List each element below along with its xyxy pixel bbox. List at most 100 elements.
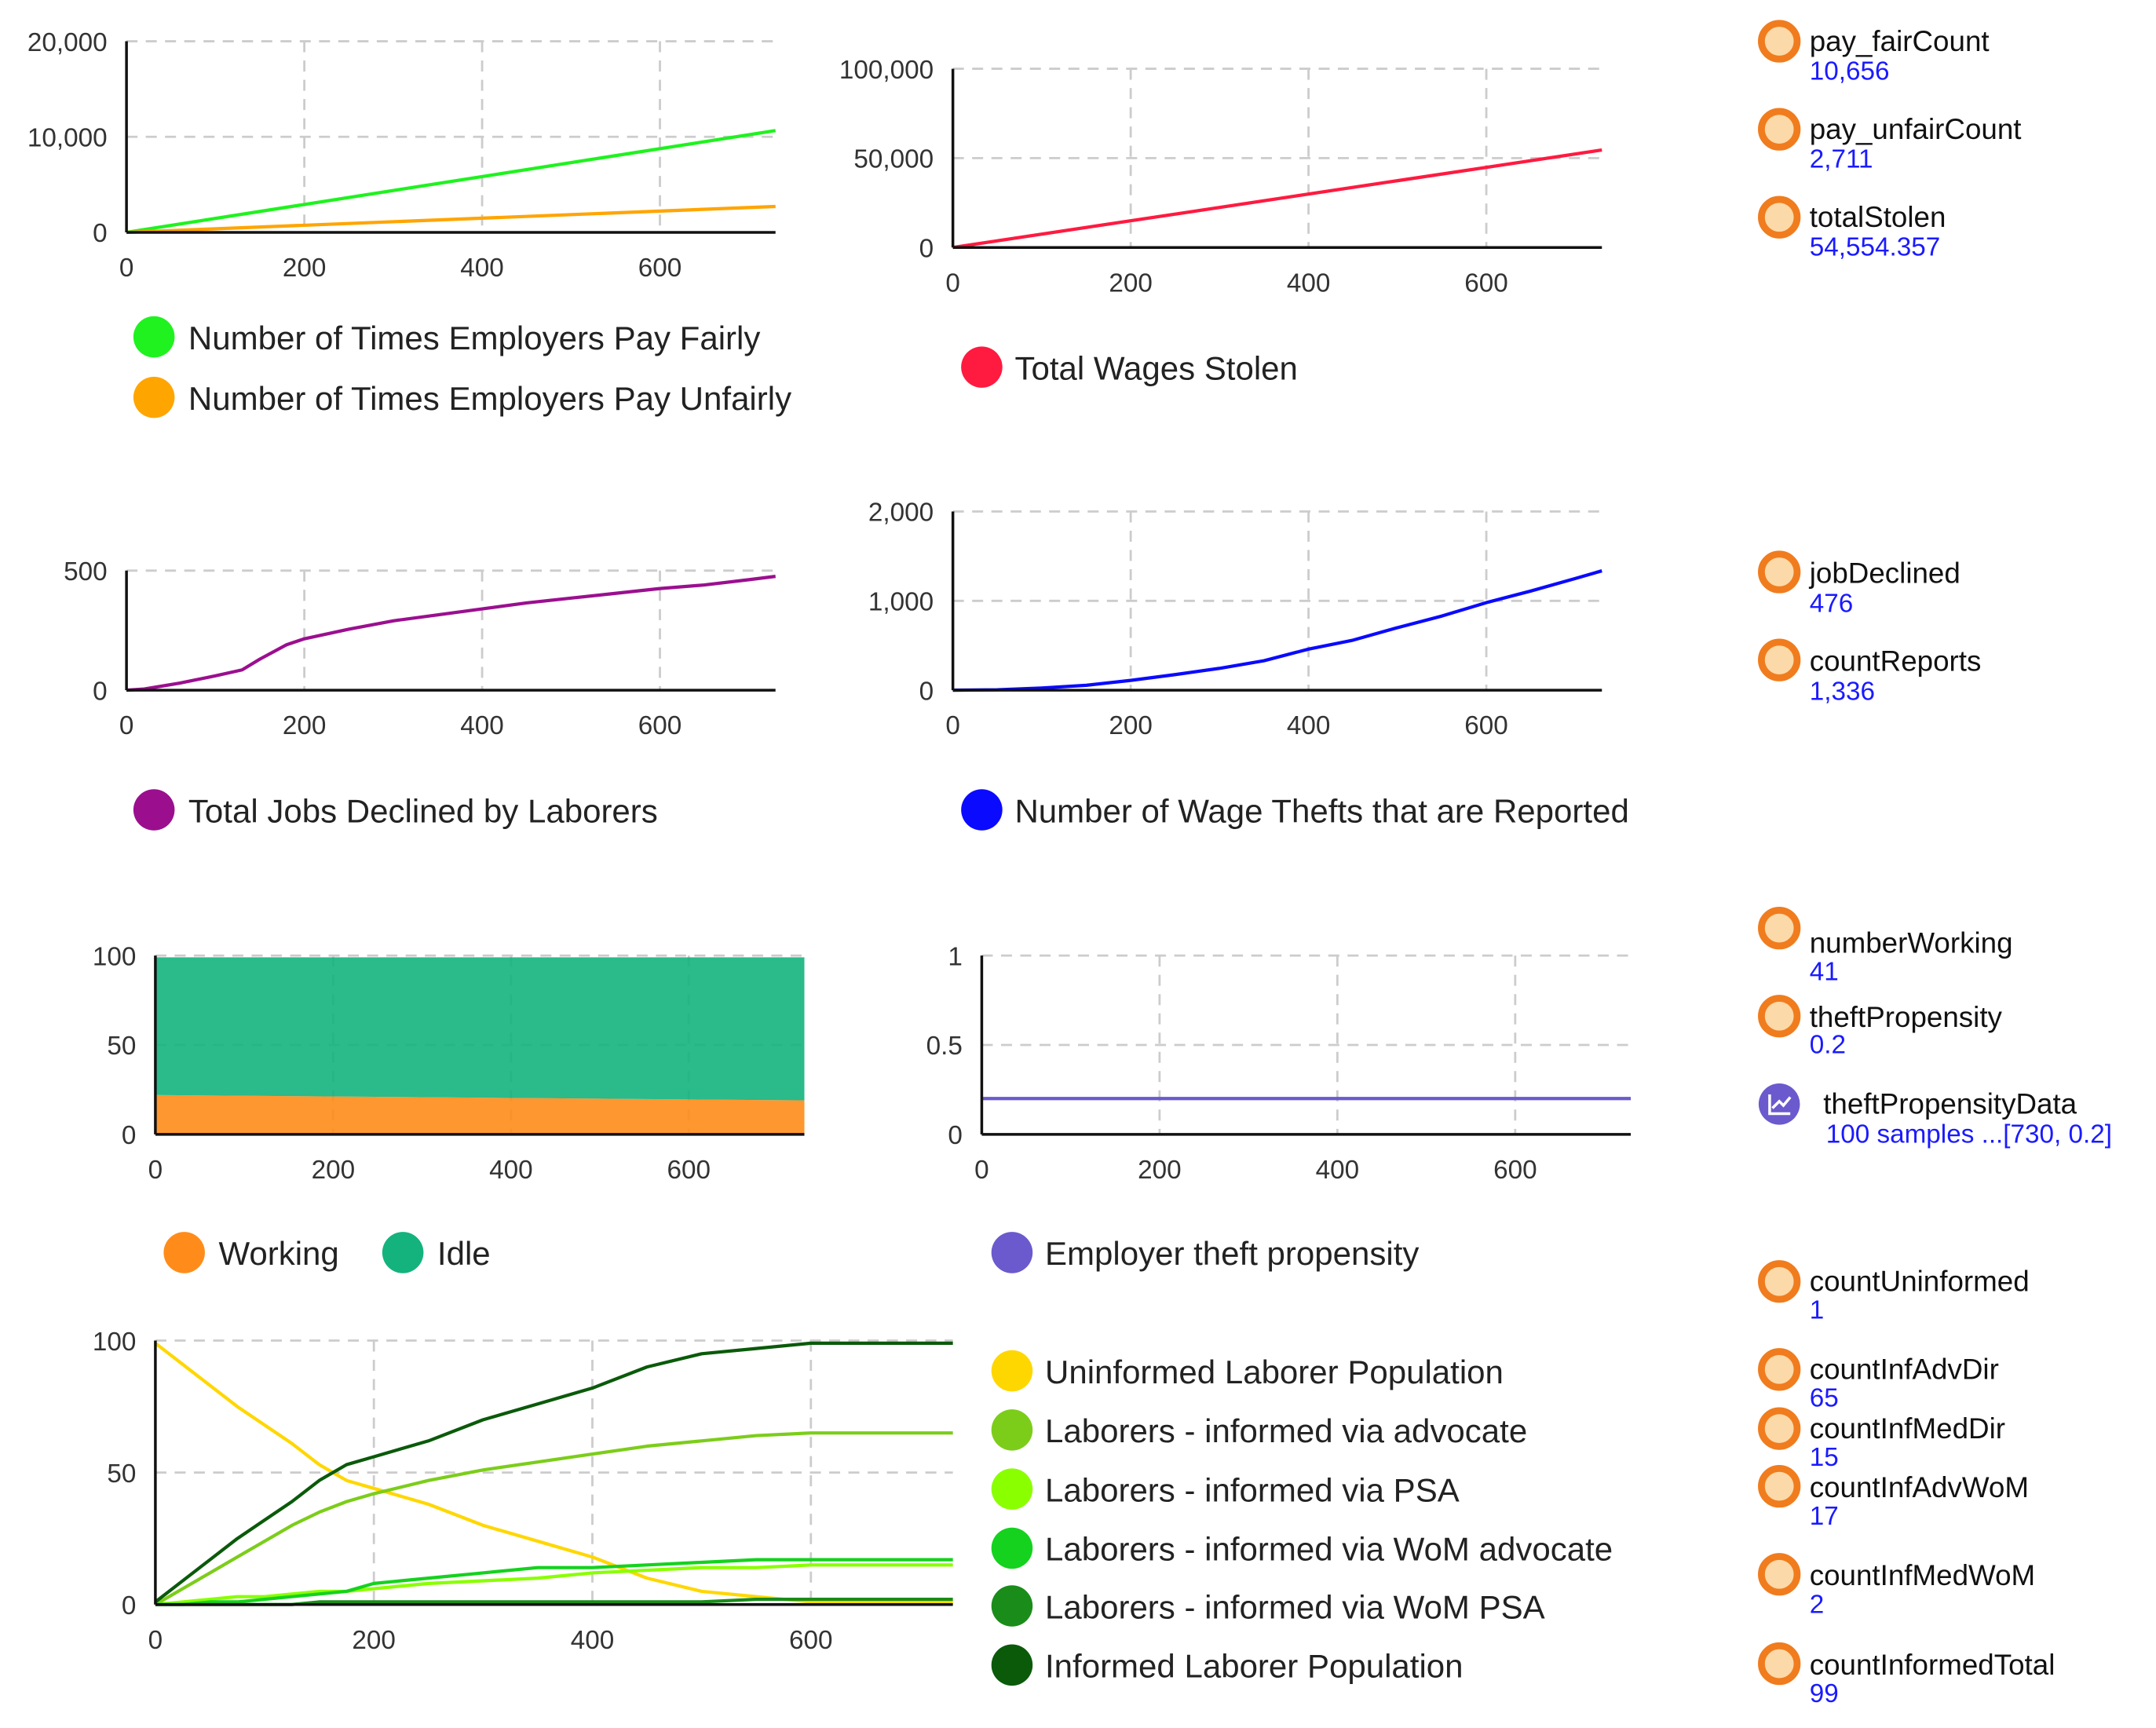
y-tick-label: 100 bbox=[93, 1328, 137, 1357]
y-tick-label: 0 bbox=[948, 1121, 963, 1150]
y-tick-label: 0 bbox=[122, 1121, 137, 1150]
y-tick-label: 0 bbox=[122, 1591, 137, 1620]
variable-value: 476 bbox=[1810, 589, 1854, 618]
series-area-working bbox=[155, 1094, 805, 1134]
variable-name: numberWorking bbox=[1810, 927, 2013, 959]
variable-countinfadvdir[interactable]: countInfAdvDir 65 bbox=[1758, 1348, 1999, 1413]
pay-fairness-chart: 0 10,000 20,000 0 200 400 600 bbox=[27, 28, 777, 283]
legend-item-informed-psa[interactable]: Laborers - informed via PSA bbox=[991, 1468, 1460, 1510]
x-tick-label: 400 bbox=[1287, 711, 1331, 740]
series-line-laborers-informed-via-wom-advocate bbox=[155, 1558, 953, 1606]
legend-item-informed-wom-psa[interactable]: Laborers - informed via WoM PSA bbox=[991, 1585, 1545, 1627]
legend-label-theft-propensity: Employer theft propensity bbox=[1045, 1235, 1419, 1272]
y-tick-label: 0 bbox=[93, 677, 108, 706]
legend-item-pay-fairly[interactable]: Number of Times Employers Pay Fairly bbox=[133, 316, 761, 358]
variable-name: pay_fairCount bbox=[1810, 25, 1990, 57]
legend-item-pay-unfairly[interactable]: Number of Times Employers Pay Unfairly bbox=[133, 376, 791, 418]
legend-item-wages-stolen[interactable]: Total Wages Stolen bbox=[961, 346, 1298, 388]
legend-item-uninformed[interactable]: Uninformed Laborer Population bbox=[991, 1350, 1504, 1392]
legend-label-informed-wom-advocate: Laborers - informed via WoM advocate bbox=[1045, 1531, 1613, 1568]
pay-fairness-legend: Number of Times Employers Pay Fairly Num… bbox=[133, 316, 791, 418]
x-tick-label: 0 bbox=[974, 1156, 989, 1185]
variable-value: 65 bbox=[1810, 1384, 1839, 1413]
theft-propensity-legend: Employer theft propensity bbox=[991, 1232, 1420, 1273]
variable-value: 1 bbox=[1810, 1295, 1825, 1324]
series-area-idle bbox=[155, 957, 805, 1101]
legend-swatch-pay-unfairly bbox=[133, 376, 175, 418]
reports-legend: Number of Wage Thefts that are Reported bbox=[961, 789, 1629, 831]
variable-name: jobDeclined bbox=[1809, 557, 1960, 590]
variable-jobdeclined[interactable]: jobDeclined 476 bbox=[1758, 550, 1960, 619]
variable-numberworking[interactable]: numberWorking 41 bbox=[1758, 906, 2013, 987]
working-idle-chart: 0 50 100 0 200 400 600 bbox=[93, 942, 805, 1185]
legend-item-informed-wom-advocate[interactable]: Laborers - informed via WoM advocate bbox=[991, 1527, 1613, 1569]
legend-item-jobs-declined[interactable]: Total Jobs Declined by Laborers bbox=[133, 789, 658, 831]
legend-label-informed-total: Informed Laborer Population bbox=[1045, 1648, 1464, 1685]
y-tick-label: 0 bbox=[93, 219, 108, 248]
variable-icon bbox=[1758, 20, 1801, 63]
variable-countinfmeddir[interactable]: countInfMedDir 15 bbox=[1758, 1407, 2005, 1472]
x-tick-label: 400 bbox=[460, 711, 504, 740]
y-tick-label: 2,000 bbox=[868, 499, 934, 528]
variable-countinfadvwom[interactable]: countInfAdvWoM 17 bbox=[1758, 1465, 2029, 1531]
y-tick-label: 0.5 bbox=[926, 1032, 963, 1061]
legend-item-idle[interactable]: Idle bbox=[382, 1232, 491, 1273]
variable-totalstolen[interactable]: totalStolen 54,554.357 bbox=[1758, 195, 1946, 262]
legend-label-informed-wom-psa: Laborers - informed via WoM PSA bbox=[1045, 1588, 1545, 1625]
variable-name: theftPropensity bbox=[1810, 1001, 2003, 1033]
legend-label-wages-stolen: Total Wages Stolen bbox=[1014, 349, 1297, 386]
variable-pay-faircount[interactable]: pay_fairCount 10,656 bbox=[1758, 20, 1990, 86]
x-tick-label: 0 bbox=[148, 1626, 163, 1655]
series-line-uninformed-laborer-population bbox=[154, 1342, 953, 1604]
legend-label-jobs-declined: Total Jobs Declined by Laborers bbox=[188, 792, 658, 829]
legend-item-reports[interactable]: Number of Wage Thefts that are Reported bbox=[961, 789, 1629, 831]
variable-countinfmedwom[interactable]: countInfMedWoM 2 bbox=[1758, 1553, 2035, 1619]
variable-icon bbox=[1758, 1465, 1801, 1508]
variable-value: 41 bbox=[1810, 958, 1839, 987]
informed-population-legend: Uninformed Laborer Population Laborers -… bbox=[991, 1350, 1613, 1686]
x-tick-label: 0 bbox=[945, 711, 960, 740]
legend-item-theft-propensity[interactable]: Employer theft propensity bbox=[991, 1232, 1420, 1273]
variable-theftpropensitydata[interactable]: theftPropensityData 100 samples ...[730,… bbox=[1758, 1083, 2112, 1149]
x-tick-label: 200 bbox=[1109, 269, 1153, 298]
variable-pay-unfaircount[interactable]: pay_unfairCount 2,711 bbox=[1758, 108, 2022, 174]
y-tick-label: 100,000 bbox=[839, 56, 934, 85]
x-tick-label: 200 bbox=[1138, 1156, 1182, 1185]
y-tick-label: 500 bbox=[64, 557, 108, 586]
legend-label-informed-advocate: Laborers - informed via advocate bbox=[1045, 1412, 1527, 1449]
variable-countuninformed[interactable]: countUninformed 1 bbox=[1758, 1260, 2030, 1324]
variable-countinformedtotal[interactable]: countInformedTotal 99 bbox=[1758, 1642, 2055, 1708]
series-line-number-of-wage-thefts-that-are-reported bbox=[952, 569, 1602, 692]
variable-name: theftPropensityData bbox=[1823, 1088, 2077, 1120]
x-tick-label: 600 bbox=[638, 254, 682, 283]
x-tick-label: 0 bbox=[945, 269, 960, 298]
series-line-total-wages-stolen bbox=[952, 148, 1602, 250]
variable-icon bbox=[1758, 1407, 1801, 1450]
variable-theftpropensity[interactable]: theftPropensity 0.2 bbox=[1758, 995, 2003, 1059]
variable-name: pay_unfairCount bbox=[1810, 113, 2022, 145]
informed-population-chart: 0 50 100 0 200 400 600 bbox=[93, 1328, 953, 1655]
series-line-total-jobs-declined-by-laborers bbox=[126, 575, 776, 692]
y-tick-label: 100 bbox=[93, 942, 137, 971]
variable-icon bbox=[1758, 1553, 1801, 1596]
x-tick-label: 0 bbox=[119, 711, 134, 740]
x-tick-label: 600 bbox=[789, 1626, 833, 1655]
legend-label-working: Working bbox=[218, 1235, 338, 1272]
series-line-informed-laborer-population bbox=[154, 1341, 953, 1604]
y-tick-label: 20,000 bbox=[27, 28, 108, 57]
x-tick-label: 200 bbox=[283, 254, 327, 283]
legend-item-informed-total[interactable]: Informed Laborer Population bbox=[991, 1644, 1464, 1686]
legend-swatch-theft-propensity bbox=[991, 1232, 1033, 1273]
series-line-laborers-informed-via-psa bbox=[155, 1563, 953, 1606]
legend-item-working[interactable]: Working bbox=[163, 1232, 339, 1273]
variable-countreports[interactable]: countReports 1,336 bbox=[1758, 638, 1982, 707]
wages-stolen-legend: Total Wages Stolen bbox=[961, 346, 1298, 388]
legend-swatch-informed-wom-psa bbox=[991, 1585, 1033, 1627]
variable-icon bbox=[1758, 1642, 1801, 1686]
variable-name: countReports bbox=[1810, 645, 1982, 678]
variable-icon bbox=[1758, 550, 1801, 594]
legend-item-informed-advocate[interactable]: Laborers - informed via advocate bbox=[991, 1409, 1528, 1451]
variable-value: 1,336 bbox=[1810, 677, 1875, 706]
variable-icon bbox=[1758, 195, 1801, 239]
jobs-declined-chart: 0 500 0 200 400 600 bbox=[64, 557, 776, 740]
